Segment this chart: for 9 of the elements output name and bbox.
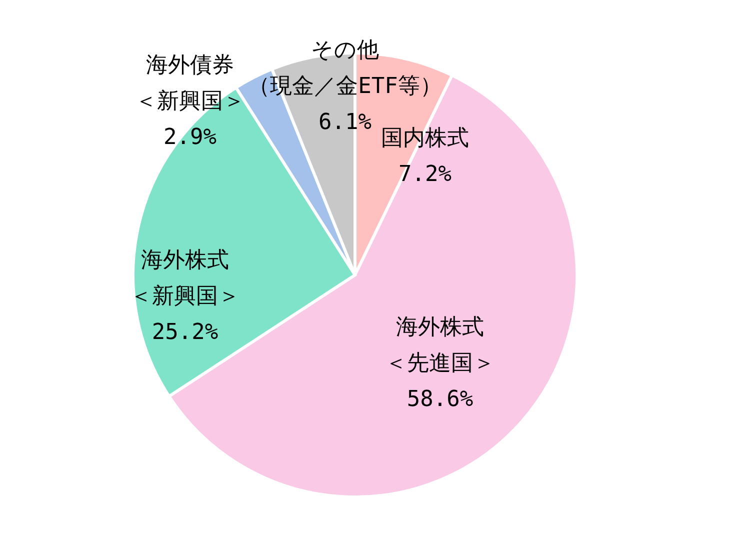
slice-label: その他（現金／金ETF等） [248,38,442,99]
data-label: 25.2% [152,320,218,345]
data-label: 58.6% [406,387,474,412]
slice-label: 国内株式 [381,126,469,151]
data-label: 7.2% [398,162,452,187]
slice-label: 海外株式＜先進国＞ [385,315,495,376]
slice-label: 海外株式＜新興国＞ [130,248,240,309]
data-label: 6.1% [318,110,372,135]
slice-label: 海外債券＜新興国＞ [135,53,245,114]
